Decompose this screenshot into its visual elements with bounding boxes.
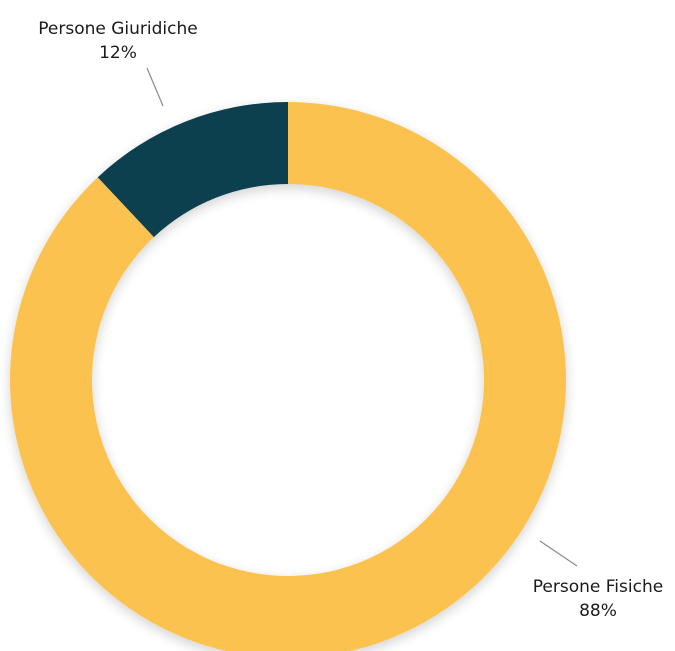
slice-persone-giuridiche [97, 102, 288, 238]
slices-layer [10, 102, 566, 651]
leader-line [146, 67, 164, 107]
slice-persone-fisiche [10, 102, 566, 651]
slice-value-label: 12% [99, 43, 137, 63]
slice-label: Persone Giuridiche [38, 19, 197, 39]
data-labels: Persone Giuridiche 12% Persone Fisiche 88% [38, 19, 663, 621]
leader-lines [146, 67, 578, 567]
leader-line [539, 540, 578, 567]
slice-label: Persone Fisiche [533, 577, 663, 597]
slice-value-label: 88% [579, 601, 617, 621]
